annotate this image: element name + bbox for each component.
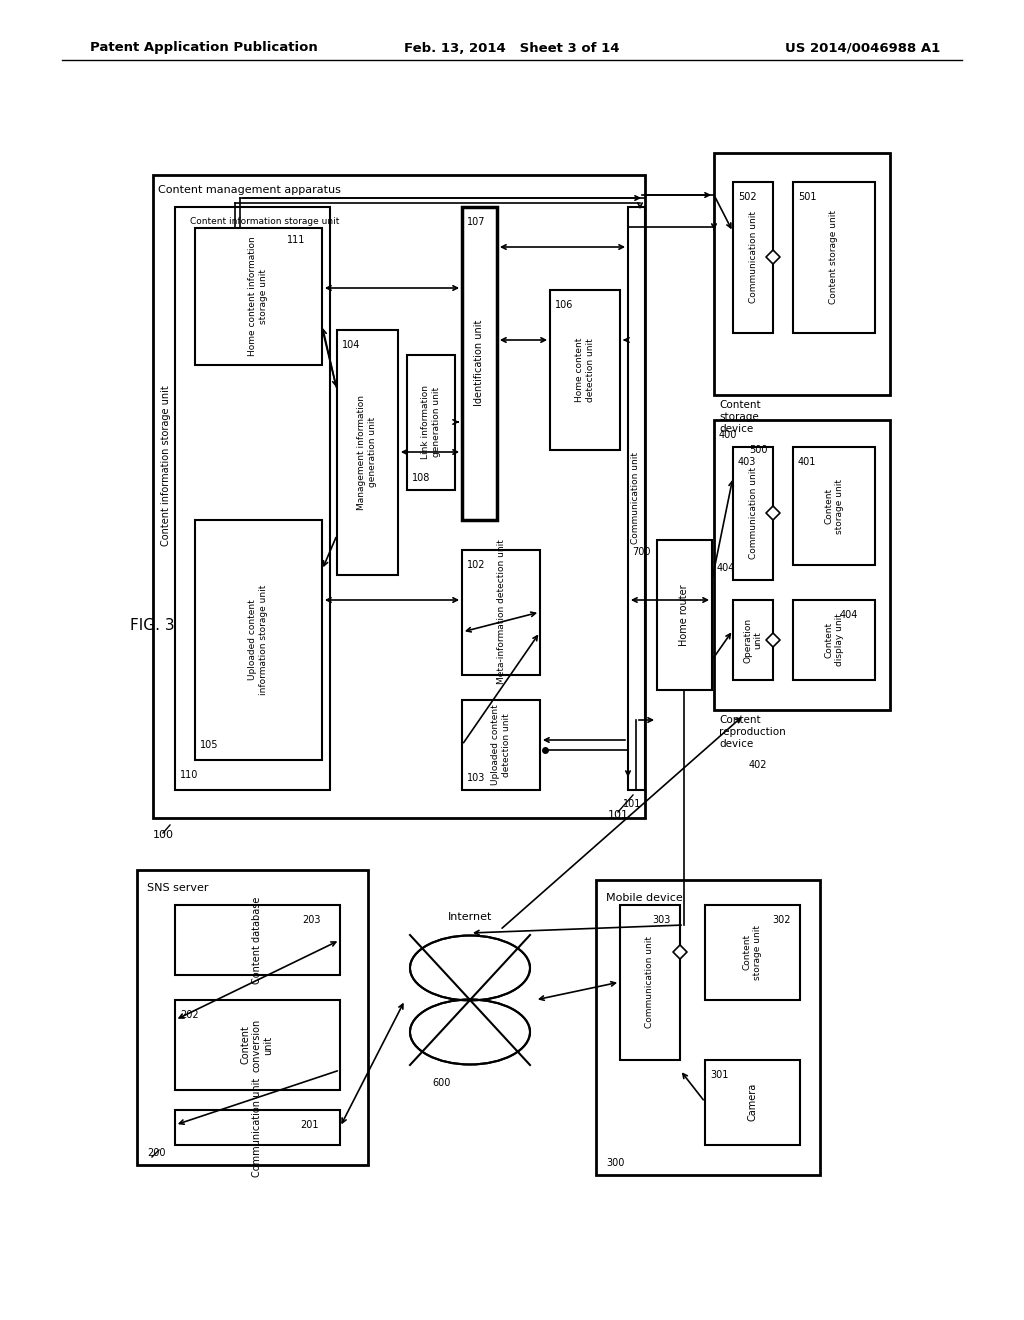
Text: Camera: Camera — [746, 1082, 757, 1121]
Text: Communication unit: Communication unit — [645, 936, 654, 1028]
Text: 600: 600 — [433, 1078, 452, 1088]
Text: Home content
detection unit: Home content detection unit — [575, 338, 595, 403]
Text: Content
conversion
unit: Content conversion unit — [241, 1018, 273, 1072]
Bar — [705, 906, 800, 1001]
Text: Operation
unit: Operation unit — [743, 618, 763, 663]
Text: 107: 107 — [467, 216, 485, 227]
Bar — [175, 906, 340, 975]
Bar — [137, 870, 368, 1166]
Text: 303: 303 — [652, 915, 671, 925]
Bar — [195, 228, 322, 366]
Text: 203: 203 — [302, 915, 321, 925]
Text: 102: 102 — [467, 560, 485, 570]
Bar — [733, 601, 773, 680]
Text: Internet: Internet — [447, 912, 493, 921]
Bar — [733, 182, 773, 333]
Text: Content
reproduction
device: Content reproduction device — [719, 715, 785, 748]
Text: Content management apparatus: Content management apparatus — [158, 185, 341, 195]
Text: 104: 104 — [342, 341, 360, 350]
Polygon shape — [766, 249, 780, 264]
Text: Home router: Home router — [679, 585, 689, 645]
Text: 111: 111 — [287, 235, 305, 246]
Text: Meta-information detection unit: Meta-information detection unit — [497, 540, 506, 685]
Text: 404: 404 — [840, 610, 858, 620]
Text: 300: 300 — [606, 1158, 625, 1168]
Text: 200: 200 — [147, 1148, 166, 1158]
Text: 400: 400 — [719, 430, 737, 440]
Bar — [657, 540, 712, 690]
Bar — [462, 550, 540, 675]
Text: Uploaded content
information storage unit: Uploaded content information storage uni… — [248, 585, 267, 696]
Text: SNS server: SNS server — [147, 883, 209, 894]
Text: 401: 401 — [798, 457, 816, 467]
Bar — [714, 420, 890, 710]
Bar — [793, 447, 874, 565]
Bar — [550, 290, 620, 450]
Text: Mobile device: Mobile device — [606, 894, 683, 903]
Bar — [337, 330, 398, 576]
Text: 402: 402 — [749, 760, 768, 770]
Text: Identification unit: Identification unit — [474, 319, 484, 407]
Text: 108: 108 — [412, 473, 430, 483]
Bar — [153, 176, 645, 818]
Text: FIG. 3: FIG. 3 — [130, 618, 175, 632]
Bar — [733, 447, 773, 579]
Text: 110: 110 — [180, 770, 199, 780]
Polygon shape — [766, 506, 780, 520]
Bar — [714, 153, 890, 395]
Bar — [462, 207, 497, 520]
Text: 100: 100 — [153, 830, 174, 840]
Text: Content database: Content database — [252, 896, 262, 983]
Text: Content
display unit: Content display unit — [824, 614, 844, 667]
Bar — [462, 700, 540, 789]
Text: Communication unit: Communication unit — [252, 1077, 262, 1176]
Text: 403: 403 — [738, 457, 757, 467]
Text: Uploaded content
detection unit: Uploaded content detection unit — [492, 705, 511, 785]
Text: Content
storage
device: Content storage device — [719, 400, 761, 433]
Text: Feb. 13, 2014   Sheet 3 of 14: Feb. 13, 2014 Sheet 3 of 14 — [404, 41, 620, 54]
Bar — [175, 1110, 340, 1144]
Text: Content information storage unit: Content information storage unit — [161, 385, 171, 546]
Text: 500: 500 — [749, 445, 768, 455]
Bar — [596, 880, 820, 1175]
Bar — [793, 182, 874, 333]
Bar — [620, 906, 680, 1060]
Text: 502: 502 — [738, 191, 757, 202]
Polygon shape — [673, 945, 687, 960]
Text: 103: 103 — [467, 774, 485, 783]
Text: 105: 105 — [200, 741, 218, 750]
Bar — [195, 520, 322, 760]
Text: 101: 101 — [608, 810, 629, 820]
Text: Content
storage unit: Content storage unit — [824, 479, 844, 533]
Text: 404: 404 — [717, 564, 735, 573]
Text: Management information
generation unit: Management information generation unit — [357, 395, 377, 510]
Bar — [705, 1060, 800, 1144]
Text: Communication unit: Communication unit — [749, 211, 758, 304]
Text: Content
storage unit: Content storage unit — [742, 924, 762, 979]
Text: Communication unit: Communication unit — [749, 467, 758, 558]
Text: 101: 101 — [623, 799, 641, 809]
Text: Content information storage unit: Content information storage unit — [190, 218, 339, 227]
Text: US 2014/0046988 A1: US 2014/0046988 A1 — [784, 41, 940, 54]
Text: Content storage unit: Content storage unit — [829, 210, 839, 304]
Text: 501: 501 — [798, 191, 816, 202]
Bar — [175, 1001, 340, 1090]
Bar — [628, 207, 645, 789]
Bar — [407, 355, 455, 490]
Bar — [793, 601, 874, 680]
Text: Home content information
storage unit: Home content information storage unit — [248, 236, 267, 356]
Text: 106: 106 — [555, 300, 573, 310]
Text: 302: 302 — [772, 915, 791, 925]
Ellipse shape — [410, 999, 530, 1064]
Polygon shape — [766, 634, 780, 647]
Text: Communication unit: Communication unit — [632, 451, 640, 544]
Text: 301: 301 — [710, 1071, 728, 1080]
Text: 700: 700 — [632, 546, 650, 557]
Ellipse shape — [410, 936, 530, 1001]
Text: Patent Application Publication: Patent Application Publication — [90, 41, 317, 54]
Text: Link information
generation unit: Link information generation unit — [421, 385, 440, 459]
Text: 201: 201 — [300, 1119, 318, 1130]
Bar — [175, 207, 330, 789]
Text: 202: 202 — [180, 1010, 199, 1020]
